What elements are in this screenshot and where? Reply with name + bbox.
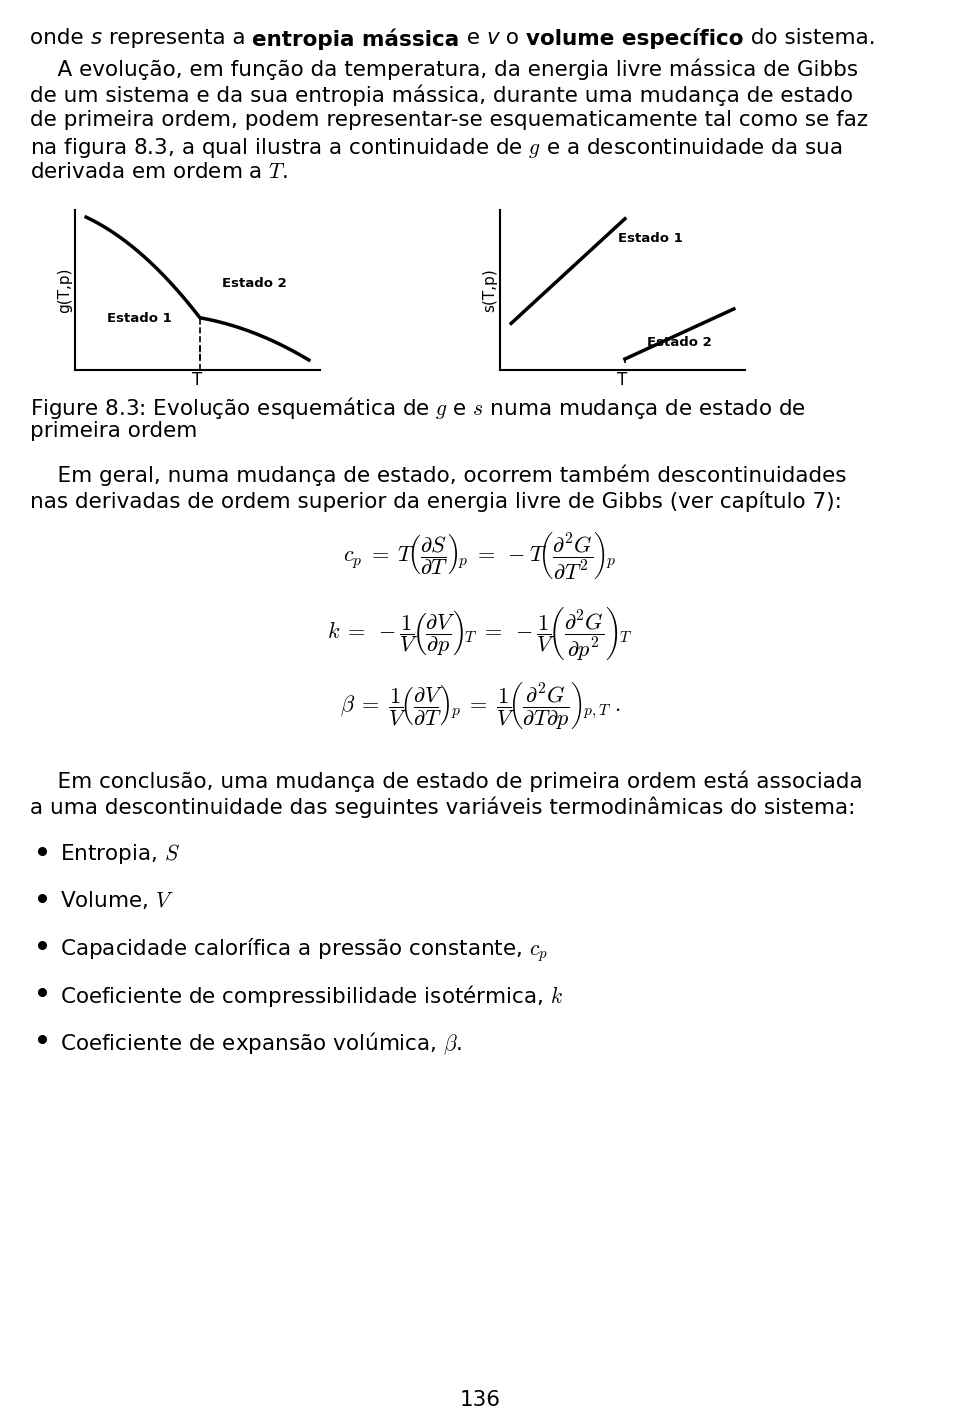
Text: Estado 2: Estado 2 (647, 337, 711, 349)
Text: v: v (487, 28, 499, 48)
X-axis label: T: T (192, 372, 203, 389)
Text: $k \;=\; -\dfrac{1}{V}\!\left(\dfrac{\partial V}{\partial p}\right)_{\!T} \;=\; : $k \;=\; -\dfrac{1}{V}\!\left(\dfrac{\pa… (327, 605, 633, 662)
Text: volume específico: volume específico (526, 28, 743, 49)
Text: o: o (499, 28, 526, 48)
Text: Em conclusão, uma mudança de estado de primeira ordem está associada: Em conclusão, uma mudança de estado de p… (30, 771, 863, 792)
Text: Estado 2: Estado 2 (222, 277, 287, 290)
Text: Entropia, $S$: Entropia, $S$ (60, 841, 180, 865)
Text: Estado 1: Estado 1 (617, 232, 683, 245)
Y-axis label: g(T,p): g(T,p) (58, 267, 72, 312)
Text: Coeficiente de expansão volúmica, $\beta$.: Coeficiente de expansão volúmica, $\beta… (60, 1029, 463, 1056)
Text: $c_p \;=\; T\!\left(\dfrac{\partial S}{\partial T}\right)_{\!p} \;=\; -T\!\left(: $c_p \;=\; T\!\left(\dfrac{\partial S}{\… (344, 530, 616, 581)
Text: Em geral, numa mudança de estado, ocorrem também descontinuidades: Em geral, numa mudança de estado, ocorre… (30, 465, 847, 486)
Y-axis label: s(T,p): s(T,p) (482, 269, 497, 312)
Text: na figura 8.3, a qual ilustra a continuidade de $g$ e a descontinuidade da sua: na figura 8.3, a qual ilustra a continui… (30, 136, 843, 160)
Text: $\beta \;=\; \dfrac{1}{V}\!\left(\dfrac{\partial V}{\partial T}\right)_{\!p} \;=: $\beta \;=\; \dfrac{1}{V}\!\left(\dfrac{… (340, 680, 620, 731)
Text: Coeficiente de compressibilidade isotérmica, $k$: Coeficiente de compressibilidade isotérm… (60, 983, 564, 1010)
Text: de primeira ordem, podem representar-se esquematicamente tal como se faz: de primeira ordem, podem representar-se … (30, 110, 868, 130)
Text: Estado 1: Estado 1 (107, 312, 172, 325)
Text: Capacidade calorífica a pressão constante, $c_p$: Capacidade calorífica a pressão constant… (60, 936, 548, 964)
Text: A evolução, em função da temperatura, da energia livre mássica de Gibbs: A evolução, em função da temperatura, da… (30, 58, 858, 79)
Text: representa a: representa a (102, 28, 252, 48)
Text: derivada em ordem a $T$.: derivada em ordem a $T$. (30, 163, 288, 182)
Text: e: e (460, 28, 487, 48)
Text: Figure 8.3: Evolução esquemática de $g$ e $s$ numa mudança de estado de: Figure 8.3: Evolução esquemática de $g$ … (30, 395, 806, 421)
Text: Volume, $V$: Volume, $V$ (60, 889, 174, 911)
X-axis label: T: T (617, 372, 628, 389)
Text: s: s (90, 28, 102, 48)
Text: primeira ordem: primeira ordem (30, 421, 198, 441)
Text: onde: onde (30, 28, 90, 48)
Text: a uma descontinuidade das seguintes variáveis termodinâmicas do sistema:: a uma descontinuidade das seguintes vari… (30, 796, 855, 817)
Text: nas derivadas de ordem superior da energia livre de Gibbs (ver capítulo 7):: nas derivadas de ordem superior da energ… (30, 491, 842, 512)
Text: 136: 136 (460, 1390, 500, 1410)
Text: do sistema.: do sistema. (743, 28, 876, 48)
Text: de um sistema e da sua entropia mássica, durante uma mudança de estado: de um sistema e da sua entropia mássica,… (30, 83, 853, 106)
Text: entropia mássica: entropia mássica (252, 28, 460, 49)
